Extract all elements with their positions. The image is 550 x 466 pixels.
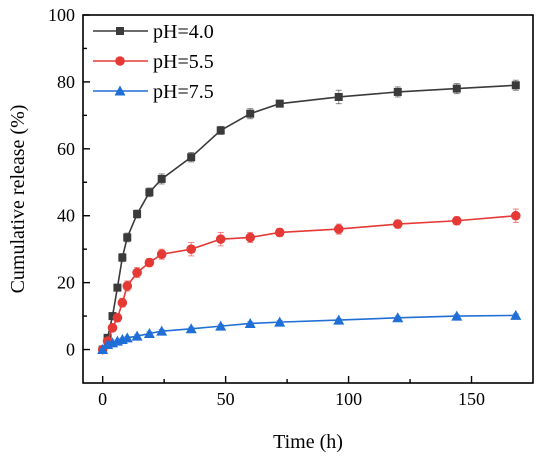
data-point [97,344,109,355]
data-point [392,219,403,229]
legend-label: pH=5.5 [153,51,214,73]
data-point [451,215,462,226]
data-point [186,244,196,254]
x-tick-label: 150 [458,389,485,409]
y-tick-label: 80 [57,72,75,92]
data-point [275,99,284,108]
series-triangle [97,309,522,355]
data-point [333,314,345,325]
data-point [215,234,226,244]
data-point [133,210,142,219]
data-point [156,325,168,336]
x-tick-label: 100 [335,389,362,409]
data-point [246,109,255,118]
data-point [112,312,123,323]
data-point [145,188,154,197]
data-point [132,267,142,278]
data-point [216,126,225,135]
data-point [117,297,128,308]
legend-marker [114,85,126,96]
data-point [274,316,286,327]
data-point [393,87,402,96]
x-tick-label: 0 [98,389,107,409]
legend-label: pH=7.5 [153,81,214,103]
data-point [511,81,520,90]
legend-item: pH=4.0 [93,21,214,43]
data-point [510,309,522,320]
data-point [108,312,117,321]
data-point [157,174,166,183]
data-point [107,323,118,333]
y-axis-title: Cumulative release (%) [7,105,29,294]
data-point [451,310,463,321]
x-axis-title: Time (h) [273,431,343,453]
series-layer [97,79,522,355]
y-tick-label: 0 [66,340,75,360]
data-point [510,210,521,221]
y-tick-label: 60 [57,139,75,159]
data-point [156,249,167,259]
plot-frame [82,14,534,384]
y-tick-label: 40 [57,206,75,226]
legend-item: pH=7.5 [93,81,214,103]
legend-label: pH=4.0 [153,21,214,43]
data-point [244,317,256,328]
axis-ticks: 0 50 100 150 0 20 40 60 80 100 [48,5,485,409]
legend-item: pH=5.5 [93,51,214,73]
data-point [333,224,344,234]
y-tick-label: 20 [57,273,75,293]
data-point [118,253,127,262]
data-point [245,232,256,243]
data-point [334,92,343,101]
data-point [144,257,155,268]
data-point [123,233,132,242]
data-point [274,227,285,238]
data-point [122,281,133,291]
data-point [215,320,227,331]
data-point [143,327,155,338]
legend-marker [116,27,124,35]
y-tick-label: 100 [48,5,75,25]
x-tick-label: 50 [217,389,235,409]
data-point [187,153,196,162]
data-point [185,323,197,334]
legend: pH=4.0 pH=5.5 pH=7.5 [93,21,214,103]
data-point [113,283,122,292]
data-point [131,330,143,341]
data-point [121,332,133,343]
legend-marker [115,56,125,66]
data-point [452,84,461,93]
data-point [392,312,404,323]
